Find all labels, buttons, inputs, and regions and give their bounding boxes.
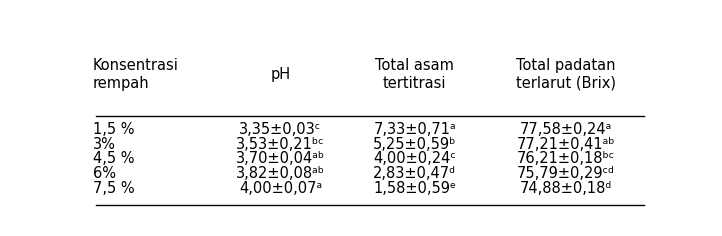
- Text: 4,5 %: 4,5 %: [93, 152, 134, 166]
- Text: 75,79±0,29ᶜᵈ: 75,79±0,29ᶜᵈ: [517, 166, 615, 181]
- Text: 7,5 %: 7,5 %: [93, 181, 135, 196]
- Text: 2,83±0,47ᵈ: 2,83±0,47ᵈ: [373, 166, 456, 181]
- Text: 77,58±0,24ᵃ: 77,58±0,24ᵃ: [520, 122, 612, 137]
- Text: 1,58±0,59ᵉ: 1,58±0,59ᵉ: [373, 181, 456, 196]
- Text: 76,21±0,18ᵇᶜ: 76,21±0,18ᵇᶜ: [517, 152, 615, 166]
- Text: 3,82±0,08ᵃᵇ: 3,82±0,08ᵃᵇ: [236, 166, 325, 181]
- Text: Total asam
tertitrasi: Total asam tertitrasi: [375, 59, 454, 91]
- Text: 5,25±0,59ᵇ: 5,25±0,59ᵇ: [373, 137, 456, 152]
- Text: Konsentrasi
rempah: Konsentrasi rempah: [93, 59, 179, 91]
- Text: 4,00±0,24ᶜ: 4,00±0,24ᶜ: [373, 152, 456, 166]
- Text: 4,00±0,07ᵃ: 4,00±0,07ᵃ: [239, 181, 322, 196]
- Text: 7,33±0,71ᵃ: 7,33±0,71ᵃ: [373, 122, 456, 137]
- Text: 3,70±0,04ᵃᵇ: 3,70±0,04ᵃᵇ: [236, 152, 325, 166]
- Text: pH: pH: [271, 67, 290, 82]
- Text: 74,88±0,18ᵈ: 74,88±0,18ᵈ: [520, 181, 612, 196]
- Text: 3%: 3%: [93, 137, 116, 152]
- Text: 3,35±0,03ᶜ: 3,35±0,03ᶜ: [240, 122, 321, 137]
- Text: 6%: 6%: [93, 166, 116, 181]
- Text: 3,53±0,21ᵇᶜ: 3,53±0,21ᵇᶜ: [236, 137, 325, 152]
- Text: Total padatan
terlarut (Brix): Total padatan terlarut (Brix): [516, 59, 616, 91]
- Text: 77,21±0,41ᵃᵇ: 77,21±0,41ᵃᵇ: [517, 137, 615, 152]
- Text: 1,5 %: 1,5 %: [93, 122, 134, 137]
